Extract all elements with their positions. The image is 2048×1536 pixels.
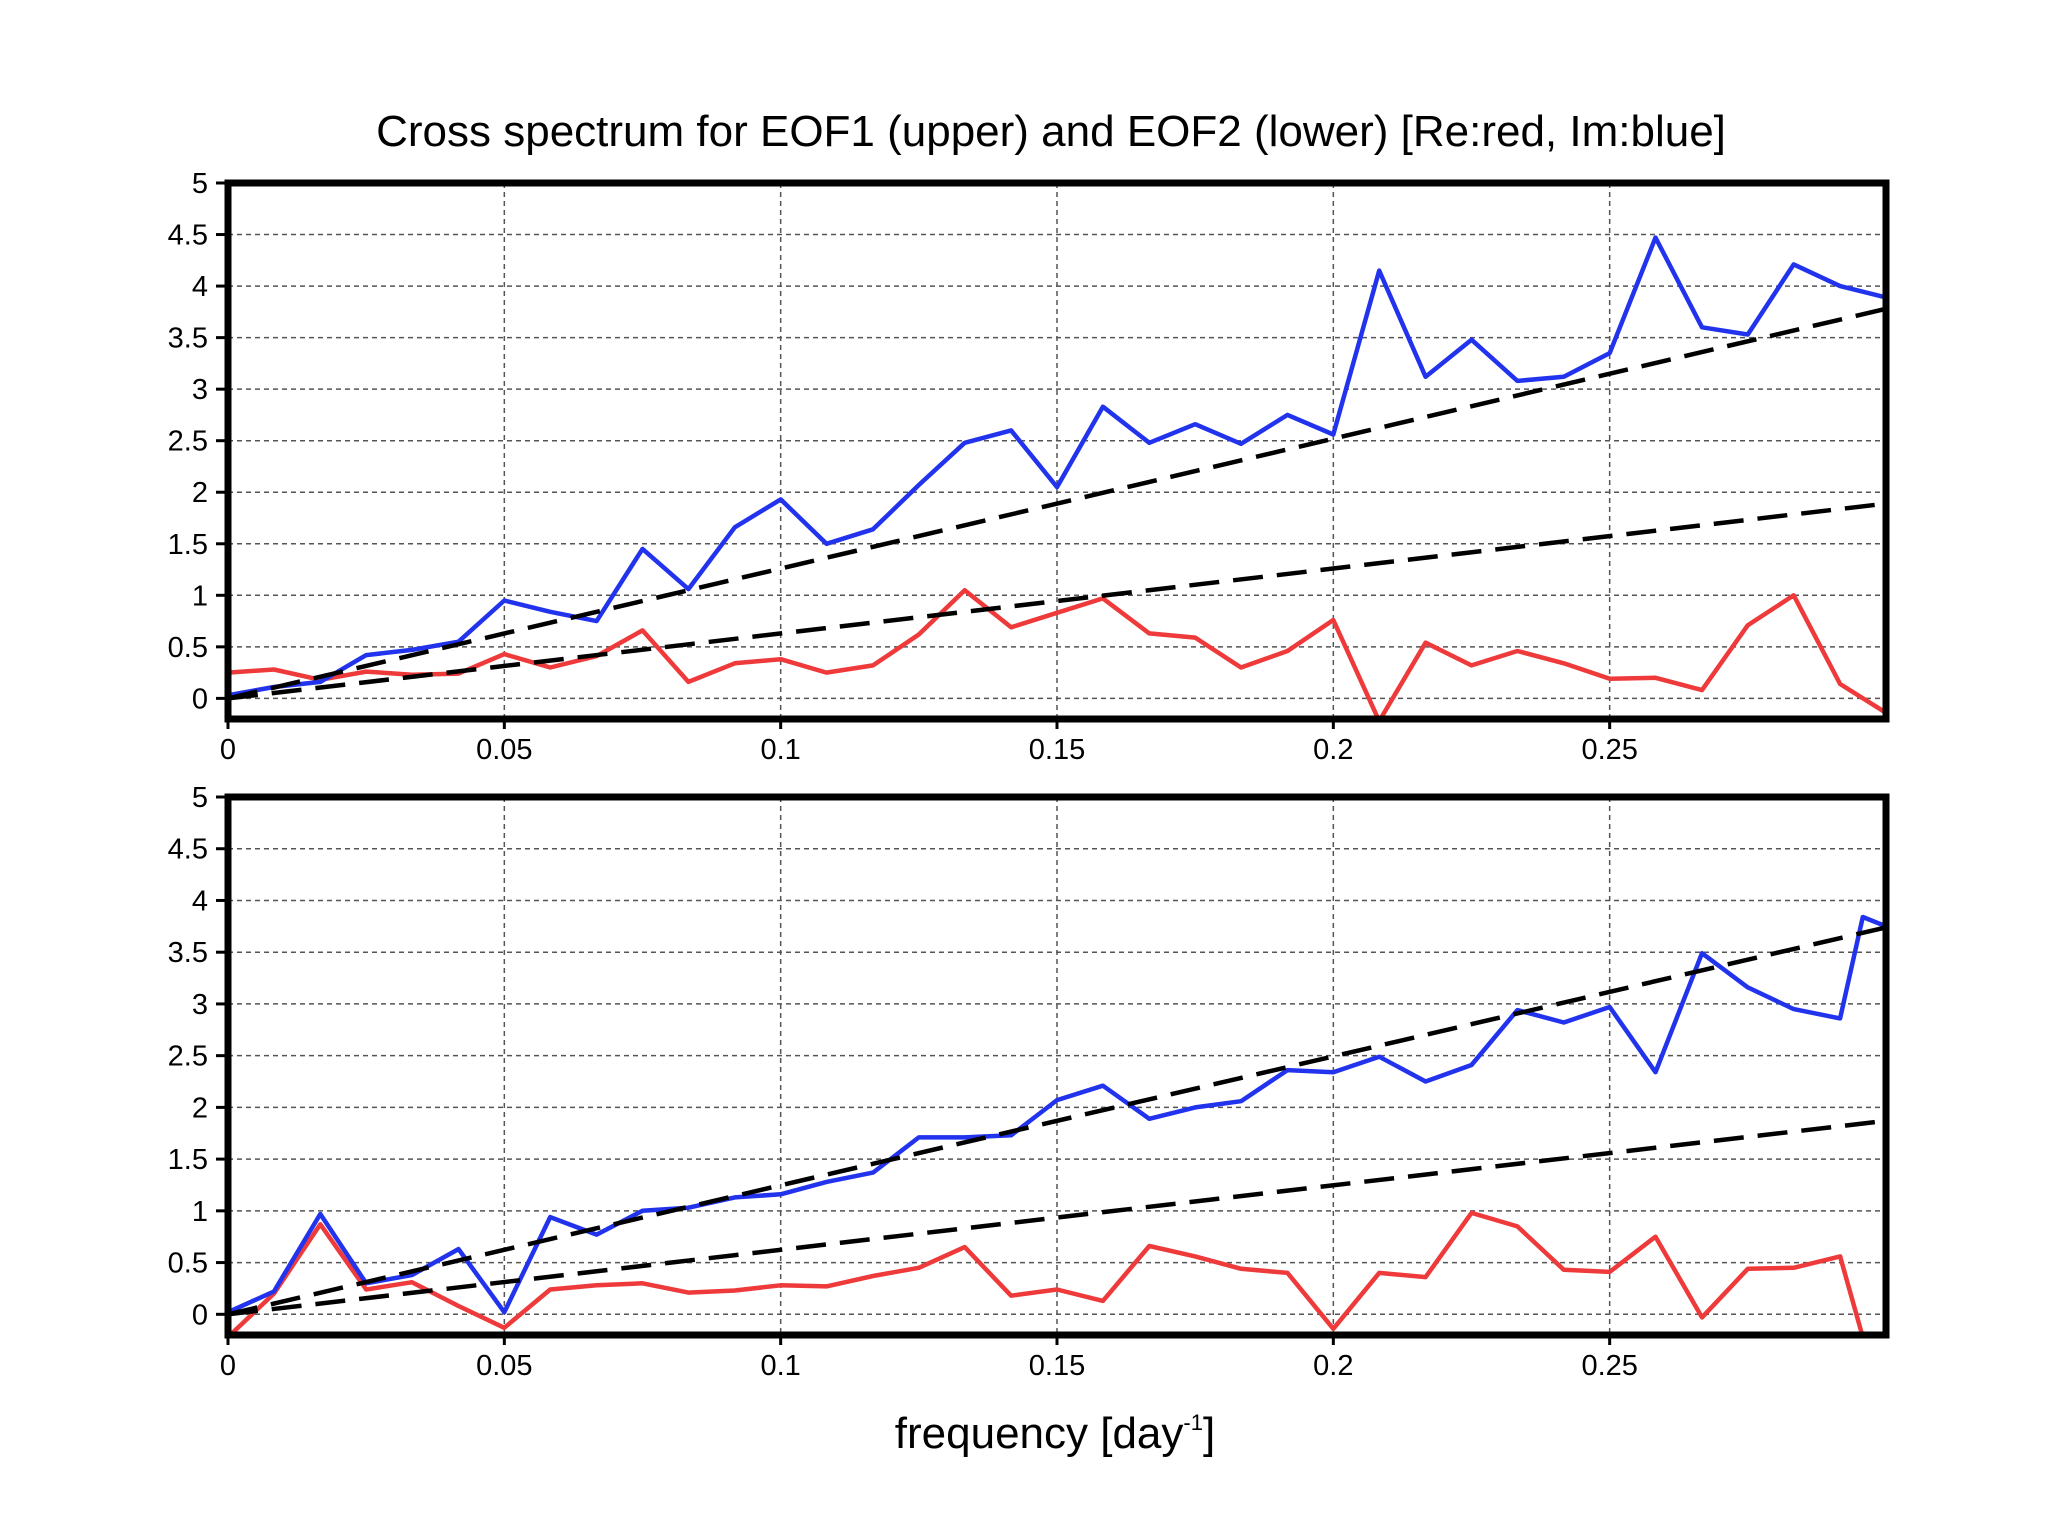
x-tick-label: 0.15 bbox=[1029, 1350, 1085, 1382]
series-group bbox=[228, 235, 1886, 719]
real-part-series-line bbox=[228, 1210, 1865, 1335]
y-tick-label: 3 bbox=[192, 989, 208, 1021]
upper-panel-eof1: 0 0.5 1 1.5 2 2.5 3 3.5 4 4.5 5 0 0.05 0.1 0.15 0.2 0.25 bbox=[168, 168, 1890, 766]
y-tick-label: 2 bbox=[192, 1092, 208, 1124]
y-tick-label: 2 bbox=[192, 477, 208, 509]
chart-title: Cross spectrum for EOF1 (upper) and EOF2… bbox=[376, 107, 1726, 156]
y-tick-label: 4 bbox=[192, 885, 208, 917]
reference-dashed-line bbox=[228, 1118, 1886, 1317]
y-tick-label: 0 bbox=[192, 1299, 208, 1331]
x-tick-label: 0.25 bbox=[1581, 1350, 1637, 1382]
y-tick-label: 2.5 bbox=[168, 1041, 208, 1073]
real-part-series-line bbox=[228, 587, 1886, 719]
y-tick-label: 3 bbox=[192, 374, 208, 406]
x-tick-label: 0 bbox=[220, 1350, 236, 1382]
y-tick-label: 4 bbox=[192, 271, 208, 303]
imaginary-part-series-line bbox=[228, 235, 1886, 698]
y-tick-label: 0.5 bbox=[168, 1248, 208, 1280]
y-tick-label: 5 bbox=[192, 168, 208, 200]
y-tick-label: 3.5 bbox=[168, 323, 208, 355]
y-tick-label: 0 bbox=[192, 683, 208, 715]
plot-frame bbox=[224, 793, 1890, 1339]
reference-dashed-line bbox=[228, 925, 1886, 1317]
x-tick-label: 0.15 bbox=[1029, 734, 1085, 766]
x-tick-label: 0.25 bbox=[1581, 734, 1637, 766]
x-tick-label: 0.1 bbox=[761, 1350, 801, 1382]
y-tick-label: 4.5 bbox=[168, 834, 208, 866]
reference-dashed-line bbox=[228, 306, 1886, 701]
y-tick-label: 1.5 bbox=[168, 1144, 208, 1176]
x-axis-label: frequency [day-1] bbox=[895, 1409, 1215, 1458]
imaginary-part-series-line bbox=[228, 914, 1886, 1315]
x-tick-label: 0.2 bbox=[1313, 734, 1353, 766]
y-tick-label: 1 bbox=[192, 1196, 208, 1228]
x-tick-label: 0.05 bbox=[476, 1350, 532, 1382]
y-tick-label: 3.5 bbox=[168, 937, 208, 969]
y-tick-label: 2.5 bbox=[168, 426, 208, 458]
y-tick-label: 0.5 bbox=[168, 632, 208, 664]
y-tick-label: 1 bbox=[192, 580, 208, 612]
x-axis-label-superscript: -1 bbox=[1183, 1410, 1203, 1435]
series-group bbox=[228, 914, 1886, 1335]
x-axis-label-suffix: ] bbox=[1203, 1409, 1215, 1458]
x-tick-label: 0.2 bbox=[1313, 1350, 1353, 1382]
y-tick-label: 5 bbox=[192, 782, 208, 814]
x-axis-label-main: frequency [day bbox=[895, 1409, 1184, 1458]
y-tick-label: 1.5 bbox=[168, 529, 208, 561]
x-tick-label: 0.05 bbox=[476, 734, 532, 766]
x-tick-label: 0.1 bbox=[761, 734, 801, 766]
plot-frame bbox=[224, 179, 1890, 723]
lower-panel-eof2: 0 0.5 1 1.5 2 2.5 3 3.5 4 4.5 5 0 0.05 0.1 0.15 0.2 0.25 bbox=[168, 782, 1890, 1382]
y-tick-label: 4.5 bbox=[168, 220, 208, 252]
x-tick-label: 0 bbox=[220, 734, 236, 766]
reference-dashed-line bbox=[228, 501, 1886, 701]
